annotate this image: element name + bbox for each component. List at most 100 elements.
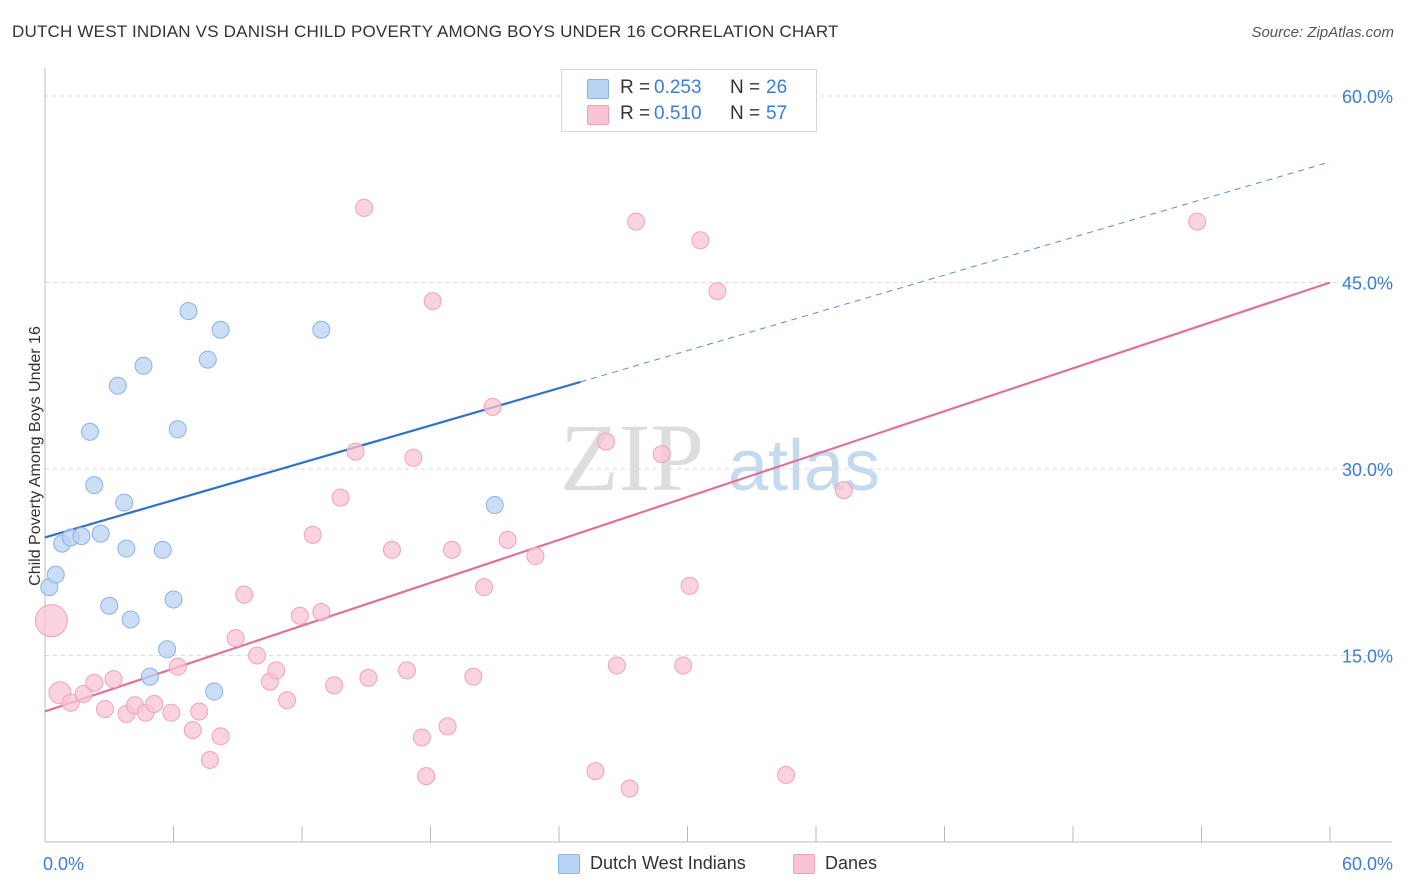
watermark: ZIP atlas — [560, 404, 880, 511]
legend-row-dutch-west-indians: R = 0.253 N = 26 — [562, 76, 816, 100]
point-danes — [620, 779, 639, 798]
point-dutch-west-indians — [198, 350, 217, 369]
point-danes — [168, 657, 187, 676]
point-danes — [235, 585, 254, 604]
point-danes — [708, 282, 727, 301]
point-dutch-west-indians — [117, 539, 136, 558]
point-danes — [226, 629, 245, 648]
legend-r-label: R = — [620, 103, 651, 124]
legend-r-value: 0.253 — [654, 77, 702, 98]
point-danes — [145, 694, 164, 713]
point-danes — [438, 717, 457, 736]
point-danes — [267, 661, 286, 680]
point-dutch-west-indians — [91, 524, 110, 543]
point-danes — [355, 198, 374, 217]
point-danes — [346, 442, 365, 461]
point-danes — [442, 540, 461, 559]
point-danes — [423, 292, 442, 311]
legend-r-value: 0.510 — [654, 103, 702, 124]
point-dutch-west-indians — [485, 496, 504, 515]
trend-line-dutch-west-indians-extension — [580, 161, 1331, 383]
point-danes — [200, 750, 219, 769]
axes — [44, 68, 1392, 843]
x-tick-label-min: 0.0% — [43, 854, 84, 874]
point-dutch-west-indians — [211, 320, 230, 339]
point-dutch-west-indians — [115, 493, 134, 512]
point-dutch-west-indians — [140, 667, 159, 686]
point-dutch-west-indians — [46, 565, 65, 584]
point-danes — [475, 578, 494, 597]
point-danes — [303, 525, 322, 544]
point-dutch-west-indians — [72, 527, 91, 546]
x-tick-label-max: 60.0% — [1342, 854, 1393, 874]
legend-n-value: 57 — [766, 103, 788, 124]
point-danes — [211, 727, 230, 746]
point-dutch-west-indians — [108, 376, 127, 395]
point-dutch-west-indians — [80, 422, 99, 441]
point-danes — [34, 604, 68, 638]
point-danes — [586, 762, 605, 781]
point-danes — [498, 530, 517, 549]
point-dutch-west-indians — [164, 590, 183, 609]
point-danes — [104, 670, 123, 689]
point-danes — [691, 231, 710, 250]
series-swatch-blue — [558, 854, 580, 874]
legend-r-label: R = — [620, 77, 651, 98]
point-danes — [325, 676, 344, 695]
point-danes — [674, 656, 693, 675]
point-danes — [777, 765, 796, 784]
y-tick-label: 45.0% — [1342, 274, 1393, 294]
data-points — [34, 198, 1207, 798]
chart-title: DUTCH WEST INDIAN VS DANISH CHILD POVERT… — [12, 22, 839, 41]
point-danes — [95, 699, 114, 718]
point-dutch-west-indians — [179, 302, 198, 321]
point-dutch-west-indians — [100, 596, 119, 615]
legend-swatch-blue — [587, 79, 609, 99]
watermark-zip: ZIP — [560, 404, 704, 511]
point-danes — [412, 728, 431, 747]
point-dutch-west-indians — [153, 540, 172, 559]
point-danes — [607, 656, 626, 675]
point-danes — [483, 397, 502, 416]
y-axis-label: Child Poverty Among Boys Under 16 — [27, 326, 44, 586]
point-danes — [359, 668, 378, 687]
legend-n-value: 26 — [766, 77, 788, 98]
point-dutch-west-indians — [85, 476, 104, 495]
point-danes — [652, 445, 671, 464]
point-danes — [61, 693, 80, 712]
series-swatch-pink — [793, 854, 815, 874]
point-danes — [183, 721, 202, 740]
watermark-atlas: atlas — [728, 426, 880, 506]
point-danes — [404, 448, 423, 467]
point-danes — [464, 667, 483, 686]
legend-n-label: N = — [730, 103, 761, 124]
point-danes — [417, 767, 436, 786]
point-dutch-west-indians — [158, 640, 177, 659]
point-danes — [382, 540, 401, 559]
point-danes — [1188, 212, 1207, 231]
point-danes — [74, 685, 93, 704]
point-danes — [834, 481, 853, 500]
point-dutch-west-indians — [312, 320, 331, 339]
point-danes — [312, 602, 331, 621]
point-danes — [597, 432, 616, 451]
legend-n-label: N = — [730, 77, 761, 98]
point-danes — [290, 606, 309, 625]
series-label: Danes — [825, 853, 878, 873]
grid-lines — [45, 95, 1392, 656]
point-dutch-west-indians — [205, 682, 224, 701]
point-dutch-west-indians — [168, 420, 187, 439]
legend-swatch-pink — [587, 105, 609, 125]
tick-labels: 15.0% 30.0% 45.0% 60.0% 0.0% 60.0% — [43, 87, 1393, 874]
y-tick-label: 15.0% — [1342, 647, 1393, 667]
point-danes — [162, 703, 181, 722]
point-danes — [680, 576, 699, 595]
point-danes — [248, 646, 267, 665]
stats-legend: R = 0.253 N = 26 R = 0.510 N = 57 — [561, 69, 817, 132]
y-tick-label: 30.0% — [1342, 460, 1393, 480]
point-danes — [190, 702, 209, 721]
point-dutch-west-indians — [121, 610, 140, 629]
point-danes — [526, 547, 545, 566]
point-danes — [278, 691, 297, 710]
